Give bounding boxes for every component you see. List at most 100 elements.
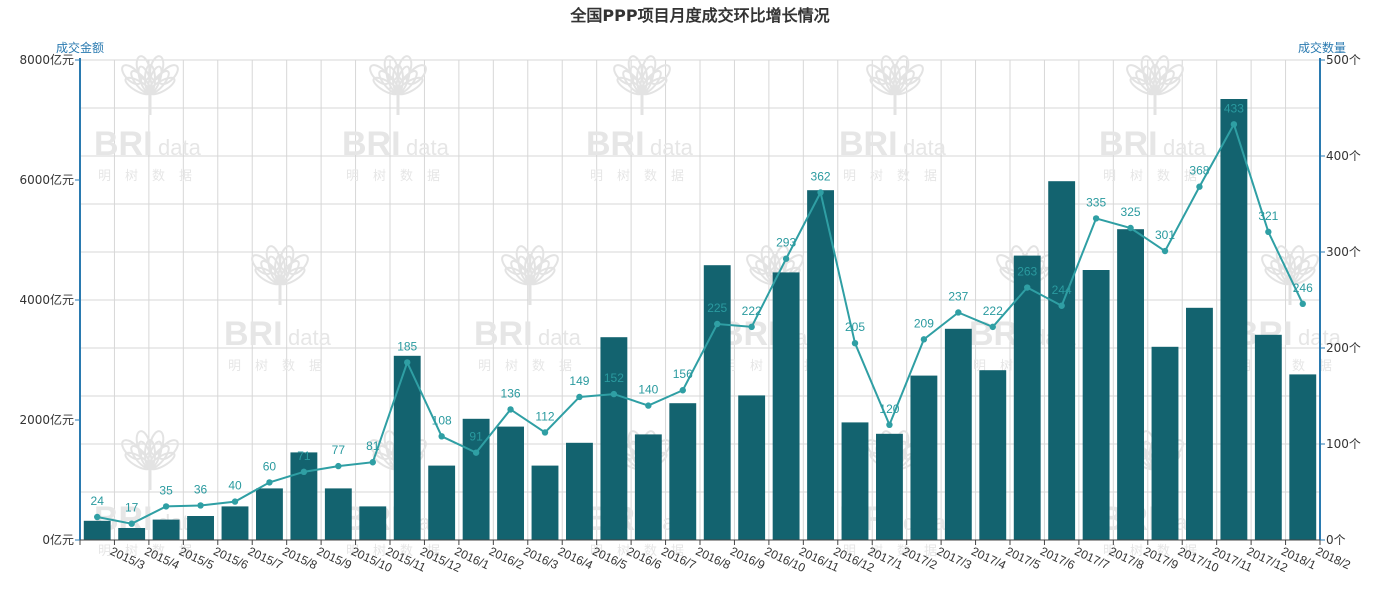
leaf-shape: [251, 254, 273, 276]
bar-2016-6: [600, 337, 628, 540]
leaf-shape: [157, 439, 179, 461]
line-point-2017-4: [955, 309, 962, 316]
tree-logo-icon: [613, 55, 671, 115]
leaf-shape: [1261, 254, 1283, 276]
watermark-subtitle: 明树数据: [590, 544, 698, 559]
bar-2016-11: [772, 272, 800, 540]
tree-logo-icon: [121, 55, 179, 115]
leaf-shape: [121, 439, 143, 461]
leaf-shape: [405, 64, 427, 86]
line-point-2016-10: [748, 323, 755, 331]
bar-2017-4: [944, 328, 972, 540]
data-label: 293: [776, 236, 796, 250]
data-label: 225: [707, 301, 727, 315]
watermark-logo-suffix: data: [903, 135, 947, 160]
leaf-shape: [613, 64, 635, 86]
watermark-logo-text: BRI: [1099, 125, 1158, 163]
right-tick-label: 200个: [1326, 341, 1361, 355]
data-label: 35: [159, 483, 173, 497]
watermark-logo-text: BRI: [586, 125, 645, 163]
data-label: 71: [297, 449, 311, 463]
left-tick-label: 0亿元: [42, 532, 74, 547]
leaf-shape: [279, 245, 295, 271]
right-tick-label: 300个: [1326, 245, 1361, 259]
bar-2017-6: [1013, 255, 1041, 540]
watermark-subtitle: 明树数据: [346, 169, 454, 184]
line-point-2015-3: [94, 513, 101, 521]
leaf-shape: [287, 254, 309, 276]
watermark-subtitle: 明树数据: [228, 359, 336, 374]
right-tick-label: 400个: [1326, 149, 1361, 163]
watermark-logo-suffix: data: [650, 135, 694, 160]
data-label: 222: [742, 304, 762, 318]
data-label: 17: [125, 501, 139, 515]
watermark-logo-text: BRI: [342, 125, 401, 163]
line-point-2015-4: [128, 520, 135, 527]
bar-2015-9: [290, 452, 318, 540]
data-label: 136: [501, 386, 521, 400]
line-point-2016-9: [714, 320, 721, 328]
leaf-shape: [1289, 245, 1305, 271]
leaf-shape: [880, 55, 896, 81]
bar-2017-9: [1117, 229, 1144, 540]
watermark-subtitle: 明树数据: [346, 544, 454, 559]
bar-2015-10: [324, 488, 352, 540]
data-label: 152: [604, 371, 624, 385]
bar-2015-6: [187, 516, 214, 540]
data-label: 246: [1293, 281, 1313, 295]
x-tick-label: 2015/7: [246, 544, 285, 572]
data-label: 149: [569, 374, 589, 388]
leaf-shape: [1297, 254, 1319, 276]
right-tick-label: 0个: [1326, 533, 1346, 547]
leaf-shape: [894, 55, 910, 81]
line-point-2016-7: [645, 402, 652, 409]
line-point-2016-6: [610, 390, 618, 398]
left-tick-label: 4000亿元: [19, 292, 74, 307]
line-point-2018-1: [1265, 228, 1272, 236]
leaf-shape: [760, 245, 776, 271]
line-point-2017-12: [1230, 121, 1238, 128]
leaf-shape: [1140, 55, 1156, 81]
bar-2016-4: [531, 465, 559, 540]
line-point-2015-10: [335, 462, 342, 470]
bar-2015-3: [83, 520, 111, 540]
line-point-2016-4: [541, 429, 549, 436]
watermark-logo-text: BRI: [839, 125, 898, 163]
leaf-shape: [157, 64, 179, 86]
watermark-logo-suffix: data: [538, 325, 582, 350]
line-point-2017-2: [886, 421, 893, 428]
leaf-shape: [1162, 64, 1184, 86]
line-point-2016-3: [507, 406, 514, 413]
data-label: 321: [1258, 209, 1278, 223]
leaf-shape: [866, 64, 888, 86]
data-label: 335: [1086, 195, 1106, 209]
leaf-shape: [369, 64, 391, 86]
leaf-shape: [627, 55, 643, 81]
bar-2015-4: [118, 528, 146, 540]
bar-2017-7: [1048, 181, 1076, 540]
data-label: 237: [948, 289, 968, 303]
right-tick-label: 100个: [1326, 437, 1361, 451]
line-point-2017-11: [1196, 183, 1203, 190]
bar-2015-11: [359, 506, 387, 540]
leaf-shape: [121, 64, 143, 86]
data-label: 40: [228, 479, 242, 493]
watermark-subtitle: 明树数据: [1103, 169, 1211, 184]
watermark-subtitle: 明树数据: [590, 169, 698, 184]
bar-2016-5: [566, 442, 593, 540]
line-point-2015-5: [162, 503, 170, 510]
right-tick-label: 500个: [1326, 53, 1361, 67]
line-point-2017-3: [920, 336, 928, 343]
line-point-2016-8: [679, 387, 686, 394]
watermark-subtitle: 明树数据: [843, 169, 951, 184]
line-point-2016-2: [472, 449, 480, 456]
watermark-logo-suffix: data: [1163, 135, 1207, 160]
data-label: 140: [638, 383, 658, 397]
bar-2017-5: [979, 370, 1007, 540]
left-tick-label: 2000亿元: [19, 412, 74, 427]
tree-logo-icon: [369, 55, 427, 115]
data-label: 120: [879, 402, 899, 416]
bar-series: [83, 99, 1317, 540]
